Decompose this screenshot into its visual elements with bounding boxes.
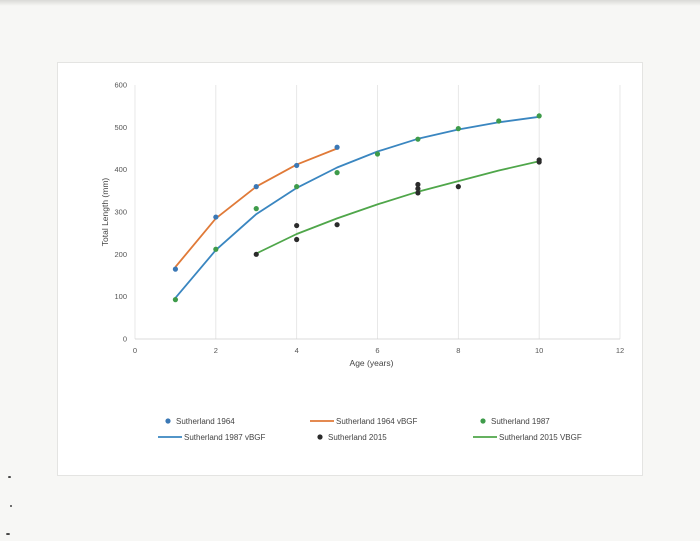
- y-tick-label: 200: [114, 250, 127, 259]
- data-point: [213, 214, 219, 220]
- legend-label: Sutherland 2015 VBGF: [499, 433, 582, 442]
- legend-label: Sutherland 1964 vBGF: [336, 417, 417, 426]
- scan-speck: [10, 505, 12, 507]
- legend-marker: [165, 418, 171, 424]
- legend-label: Sutherland 1987: [491, 417, 550, 426]
- x-tick-label: 10: [535, 346, 543, 355]
- x-tick-label: 12: [616, 346, 624, 355]
- x-tick-label: 6: [375, 346, 379, 355]
- data-point: [415, 190, 421, 196]
- data-point: [334, 144, 340, 150]
- y-tick-label: 300: [114, 208, 127, 217]
- data-point: [415, 136, 421, 142]
- data-point: [172, 297, 179, 303]
- data-point: [172, 266, 179, 272]
- x-tick-label: 8: [456, 346, 460, 355]
- data-point: [496, 118, 502, 124]
- y-tick-label: 500: [114, 123, 127, 132]
- x-axis-title: Age (years): [350, 358, 394, 368]
- data-point: [294, 222, 300, 229]
- data-point: [415, 181, 421, 188]
- x-tick-label: 4: [295, 346, 299, 355]
- data-point: [455, 126, 461, 132]
- chart-svg: 0 100 200 300 400 500 600 0 2 4 6 8 10 12 Age (years) T…: [100, 81, 624, 443]
- data-point: [374, 151, 381, 157]
- series-line: [174, 115, 540, 299]
- data-point: [253, 251, 259, 257]
- scan-edge-shadow: [0, 0, 700, 6]
- legend-marker: [480, 418, 486, 424]
- y-tick-label: 600: [114, 81, 127, 90]
- data-point: [536, 113, 542, 119]
- data-point: [455, 184, 461, 190]
- y-axis-title: Total Length (mm): [100, 178, 110, 247]
- legend-marker: [317, 434, 323, 440]
- x-tick-label: 2: [214, 346, 218, 355]
- x-tick-label: 0: [133, 346, 137, 355]
- data-point: [253, 184, 259, 190]
- legend-label: Sutherland 1987 vBGF: [184, 433, 265, 442]
- y-tick-label: 400: [114, 165, 127, 174]
- data-point: [334, 222, 340, 228]
- scan-speck: [8, 476, 11, 478]
- data-point: [536, 159, 542, 165]
- y-tick-label: 0: [123, 335, 127, 344]
- legend-label: Sutherland 2015: [328, 433, 387, 442]
- data-point: [294, 162, 300, 169]
- data-point: [294, 184, 300, 190]
- data-point: [415, 186, 421, 192]
- data-point: [253, 206, 259, 212]
- data-point: [334, 170, 340, 176]
- y-tick-label: 100: [114, 292, 127, 301]
- scan-speck: [6, 533, 10, 535]
- chart-card: 0 100 200 300 400 500 600 0 2 4 6 8 10 12 Age (years) T…: [57, 62, 643, 476]
- data-point: [294, 236, 300, 243]
- series-line: [255, 160, 540, 255]
- legend-label: Sutherland 1964: [176, 417, 235, 426]
- data-point: [213, 246, 219, 252]
